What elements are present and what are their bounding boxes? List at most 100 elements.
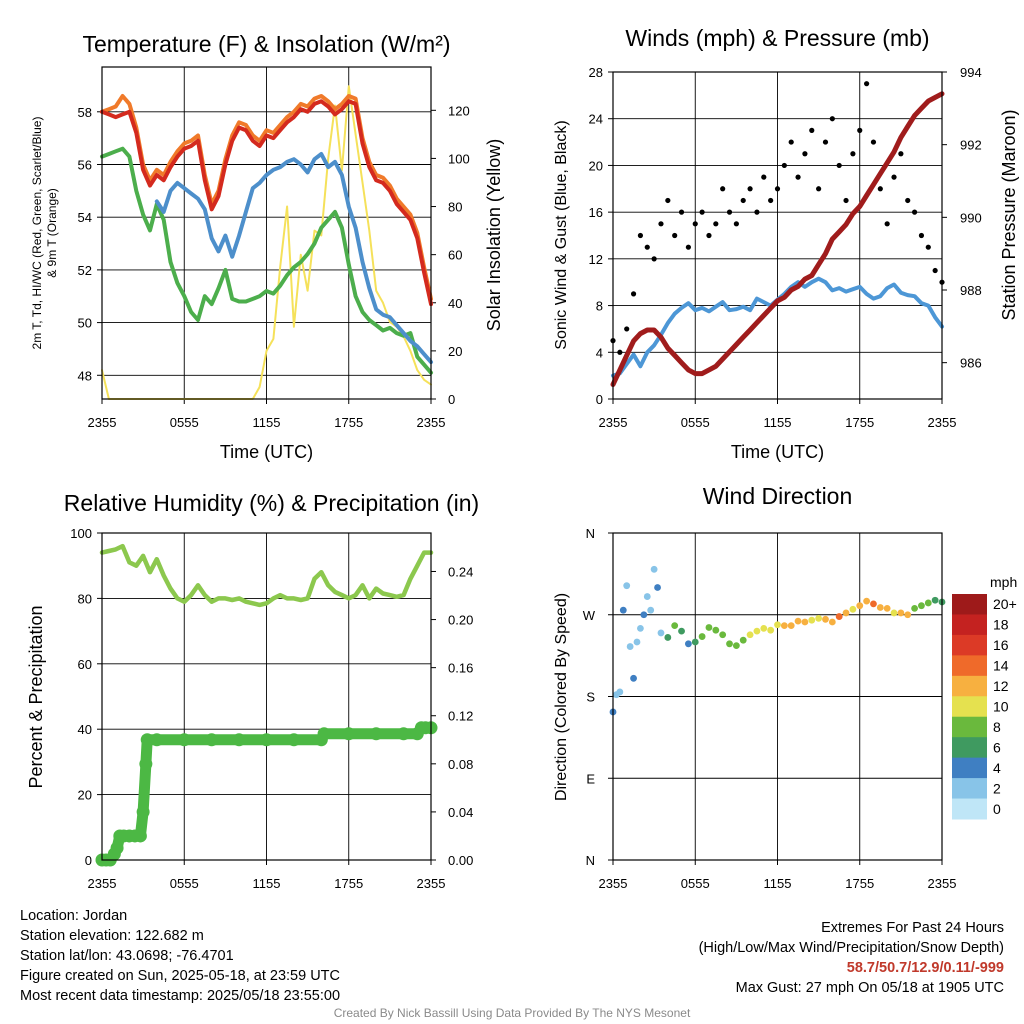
colorbar-swatch [952,594,987,615]
y2-tick-label: 0.12 [448,709,473,724]
gust-point [747,186,753,192]
gust-point [918,232,925,239]
y2-tick-label: 0.24 [448,564,473,579]
colorbar-label: 16 [993,637,1009,653]
plot-frame [101,532,432,861]
direction-point [726,640,733,648]
direction-point [801,618,809,626]
precip-point [232,733,246,747]
direction-point [842,609,850,617]
direction-point [883,604,891,612]
gust-point [857,127,863,133]
direction-point [904,611,912,619]
plot-frame [101,66,432,400]
gust-point [678,209,685,215]
x-tick-label: 0555 [170,876,199,891]
y-tick-label: 80 [78,591,92,606]
y-tick-label: N [586,853,595,868]
elevation-text: Station elevation: 122.682 m [20,928,204,944]
y-tick-label: 54 [78,210,92,225]
colorbar-label: 20+ [993,596,1017,612]
y2-tick-label: 100 [448,151,470,166]
x-tick-label: 2355 [417,415,446,430]
gust-point [658,221,664,227]
gust-point [905,197,911,204]
direction-point [719,631,727,639]
gust-point [850,151,856,157]
gust-point [733,221,739,227]
colorbar-swatch [952,716,987,738]
y-tick-label: 60 [78,657,92,672]
direction-point [815,614,823,622]
y-tick-label: S [586,690,595,705]
x-tick-label: 1155 [764,415,792,430]
temperature-panel: 48 50 52 54 56 58 0 20 40 60 80 100 120 2355 0555 1155 1… [30,31,504,462]
gust-point [644,244,650,250]
colorbar-swatch [952,655,987,677]
colorbar-swatch [952,675,987,697]
gust-point [829,116,835,122]
extremes-info: Extremes For Past 24 Hours (High/Low/Max… [699,918,1004,998]
gust-point [651,256,657,262]
direction-point [787,622,795,630]
x-tick-label: 2355 [88,876,117,891]
y2-tick-label: 40 [448,296,462,311]
y-tick-label: 100 [70,526,92,541]
precip-point [287,733,301,747]
direction-point [633,638,641,646]
colorbar-swatch [952,634,987,656]
x-tick-label: 2355 [928,415,957,430]
direction-point [650,565,658,573]
gust-point [788,139,794,145]
direction-point [924,599,932,607]
precip-point [317,727,331,741]
chart-title: Relative Humidity (%) & Precipitation (i… [64,490,479,516]
gust-point [925,244,931,250]
y2-tick-label: 0.16 [448,661,473,676]
y2-tick-label: 990 [960,210,982,225]
colorbar-label: 6 [993,739,1001,755]
plot-frame [612,71,943,400]
y2-tick-label: 986 [960,356,982,371]
direction-point [746,631,754,639]
gust-point [692,221,698,227]
location-text: Location: Jordan [20,908,128,924]
direction-point [870,600,877,608]
x-tick-label: 1155 [253,876,281,891]
y2-tick-label: 994 [960,65,982,80]
direction-point [876,604,884,611]
direction-point [856,602,864,610]
direction-point [918,602,925,610]
x-tick-label: 1755 [334,415,363,430]
series-rh [99,543,434,608]
humidity-panel: 0 20 40 60 80 100 0.00 0.04 0.08 0.12 0.16 0.20 0.24… [26,490,479,891]
precip-point [342,727,356,741]
precip-point [133,829,147,843]
gust-point [795,174,801,180]
direction-point [897,609,905,617]
direction-point [849,605,857,613]
gust-point [706,232,712,239]
x-tick-label: 0555 [170,415,199,430]
precip-point [139,757,153,771]
direction-point [774,621,781,629]
direction-point [863,597,871,605]
extremes-values: 58.7/50.7/12.9/0.11/-999 [846,960,1004,976]
winds-panel: 0 4 8 12 16 20 24 28 986 988 990 992 994 2355 0555 1155… [553,25,1019,462]
extremes-subtitle: (High/Low/Max Wind/Precipitation/Snow De… [698,940,1004,956]
x-tick-label: 2355 [928,876,957,891]
y2-tick-label: 0 [448,392,455,407]
series-pressure [610,91,945,387]
y-tick-label: 0 [85,853,92,868]
wind-direction-panel: N E S W N 2355 0555 1155 1755 2355 Wind Direction D… [553,483,1017,891]
gust-point [884,221,890,227]
gust-point [877,186,883,192]
gust-point [713,221,719,227]
gust-point [809,127,815,133]
created-text: Figure created on Sun, 2025-05-18, at 23… [20,968,340,984]
gust-point [932,267,938,274]
x-axis-label: Time (UTC) [731,442,824,462]
y-axis-label-line1: 2m T, Td, HI/WC (Red, Green, Scarlet/Blu… [30,117,44,350]
gust-point [617,349,623,355]
series-wind_chill [154,152,433,365]
